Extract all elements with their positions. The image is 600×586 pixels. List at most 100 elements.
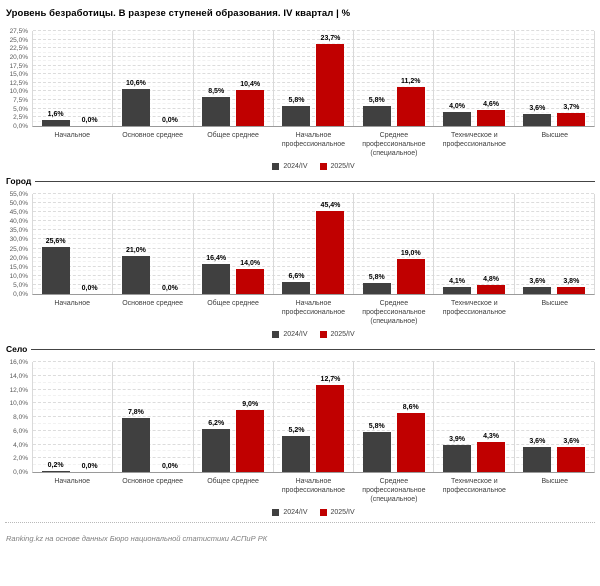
bar-rect: [362, 283, 391, 294]
axis-spacer: [5, 473, 32, 507]
bar-rect: [557, 113, 586, 126]
category-group: 5,8% 19,0%: [353, 194, 433, 294]
bar-value-label: 0,0%: [161, 117, 178, 124]
y-axis-tick-label: 0,0%: [13, 469, 28, 476]
bar-2025-iv: 3,8%: [557, 278, 586, 294]
bar-rect: [443, 112, 472, 126]
category-label: Среднее профессиональное (специальное): [362, 132, 426, 158]
y-axis-tick-label: 17,5%: [9, 62, 28, 70]
bar-groups: 1,6% 0,0% 10,6% 0,0% 8,5% 10,4% 5,8% 23,7% 5,8% 1…: [33, 31, 594, 126]
legend-label: 2025/IV: [330, 509, 355, 516]
y-axis: 55,0% 50,0% 45,0% 40,0% 35,0% 30,0% 25,0% 20,0%…: [5, 191, 32, 297]
bar-2025-iv: 10,4%: [236, 81, 265, 126]
y-axis-tick-label: 40,0%: [9, 218, 28, 226]
bar-rect: [316, 44, 345, 126]
y-axis-tick-label: 0,0%: [13, 123, 28, 130]
y-axis-tick-label: 50,0%: [9, 200, 28, 208]
bar-chart-city: 55,0% 50,0% 45,0% 40,0% 35,0% 30,0% 25,0% 20,0%…: [5, 191, 595, 338]
bar-2025-iv: 12,7%: [316, 376, 345, 472]
legend-item: 2024/IV: [272, 163, 308, 170]
y-axis-tick-label: 15,0%: [9, 263, 28, 271]
gridline-minor: [33, 436, 594, 438]
category-label: Среднее профессиональное (специальное): [362, 478, 426, 504]
bar-value-label: 0,0%: [161, 285, 178, 292]
legend-swatch-2024: [272, 331, 280, 338]
bar-rect: [41, 247, 70, 294]
category-label: Начальное: [54, 132, 91, 139]
chart-legend: 2024/IV 2025/IV: [32, 509, 595, 516]
bar-value-label: 5,8%: [368, 96, 385, 104]
plot-area: 0,2% 0,0% 7,8% 0,0% 6,2% 9,0% 5,2% 12,7% 5,8% 8,6…: [32, 361, 595, 473]
bar-value-label: 21,0%: [125, 246, 146, 254]
category-label: Начальное профессиональное: [281, 132, 346, 149]
chart-legend: 2024/IV 2025/IV: [32, 331, 595, 338]
bar-2025-iv: 3,7%: [557, 104, 586, 126]
gridline-major: [33, 116, 594, 118]
section-title-city: Город: [6, 176, 32, 186]
legend-item: 2025/IV: [319, 509, 355, 516]
gridline-minor: [33, 261, 594, 263]
y-axis-tick-label: 7,5%: [13, 97, 28, 105]
gridline-minor: [33, 120, 594, 122]
chart-section-city: 55,0% 50,0% 45,0% 40,0% 35,0% 30,0% 25,0% 20,0%…: [5, 191, 595, 338]
gridline-major: [33, 38, 594, 40]
bar-value-label: 14,0%: [240, 259, 261, 267]
bar-rect: [236, 268, 265, 294]
gridline-major: [33, 265, 594, 267]
bar-2024-iv: 1,6%: [41, 111, 70, 126]
bar-value-label: 7,8%: [127, 409, 144, 417]
y-axis-tick-label: 25,0%: [9, 36, 28, 44]
category-group: 21,0% 0,0%: [112, 194, 192, 294]
gridline-minor: [33, 395, 594, 397]
bar-groups: 0,2% 0,0% 7,8% 0,0% 6,2% 9,0% 5,2% 12,7% 5,8% 8,6…: [33, 362, 594, 472]
y-axis: 16,0% 14,0% 12,0% 10,0% 8,0% 6,0% 4,0% 2,0% 0,0%: [5, 359, 32, 475]
chart-section-republic: 27,5% 25,0% 22,5% 20,0% 17,5% 15,0% 12,5% 10,0%…: [5, 28, 595, 170]
category-label: Начальное профессиональное: [281, 478, 346, 495]
legend-swatch-2025: [319, 163, 327, 170]
gridline-major: [33, 55, 594, 57]
legend-item: 2025/IV: [319, 163, 355, 170]
y-axis-tick-label: 10,0%: [9, 400, 28, 408]
x-axis-labels: Начальное Основное среднее Общее среднее На…: [32, 127, 595, 161]
gridline-major: [33, 64, 594, 66]
bar-value-label: 16,4%: [206, 255, 227, 263]
y-axis-tick-label: 30,0%: [9, 236, 28, 244]
category-label: Начальное профессиональное: [281, 300, 346, 317]
gridline-minor: [33, 68, 594, 70]
bar-value-label: 11,2%: [401, 78, 421, 86]
category-group: 10,6% 0,0%: [112, 31, 192, 126]
bar-value-label: 0,0%: [81, 285, 98, 292]
category-label: Начальное: [54, 300, 91, 307]
gridline-minor: [33, 381, 594, 383]
bar-value-label: 1,6%: [47, 111, 64, 119]
gridline-major: [33, 429, 594, 431]
gridline-minor: [33, 464, 594, 466]
bar-2025-iv: 0,0%: [156, 463, 184, 472]
gridline-minor: [33, 367, 594, 369]
gridline-major: [33, 193, 594, 194]
y-axis-tick-label: 10,0%: [9, 272, 28, 280]
gridline-minor: [33, 409, 594, 411]
bar-rect: [41, 470, 70, 472]
category-group: 3,6% 3,6%: [513, 362, 594, 472]
bar-2024-iv: 6,2%: [202, 420, 231, 472]
bar-rect: [236, 410, 265, 472]
y-axis-tick-label: 16,0%: [9, 359, 28, 366]
y-axis-tick-label: 20,0%: [9, 53, 28, 61]
y-axis-tick-label: 2,0%: [13, 455, 28, 463]
gridline-minor: [33, 270, 594, 272]
bar-value-label: 5,8%: [368, 423, 385, 431]
bar-rect: [316, 211, 345, 294]
plot-area: 25,6% 0,0% 21,0% 0,0% 16,4% 14,0% 6,6% 45,4% 5,8…: [32, 193, 595, 295]
gridline-minor: [33, 94, 594, 96]
category-group: 5,8% 11,2%: [353, 31, 433, 126]
y-axis: 27,5% 25,0% 22,5% 20,0% 17,5% 15,0% 12,5% 10,0%…: [5, 28, 32, 129]
y-axis-tick-label: 45,0%: [9, 209, 28, 217]
plot-area: 1,6% 0,0% 10,6% 0,0% 8,5% 10,4% 5,8% 23,7% 5,8% 1…: [32, 30, 595, 127]
bar-2024-iv: 0,2%: [41, 462, 70, 472]
bar-chart-republic: 27,5% 25,0% 22,5% 20,0% 17,5% 15,0% 12,5% 10,0%…: [5, 28, 595, 170]
category-label: Высшее: [541, 132, 569, 139]
category-label: Техническое и профессиональное: [442, 478, 506, 495]
bar-rect: [523, 447, 552, 472]
gridline-minor: [33, 279, 594, 281]
